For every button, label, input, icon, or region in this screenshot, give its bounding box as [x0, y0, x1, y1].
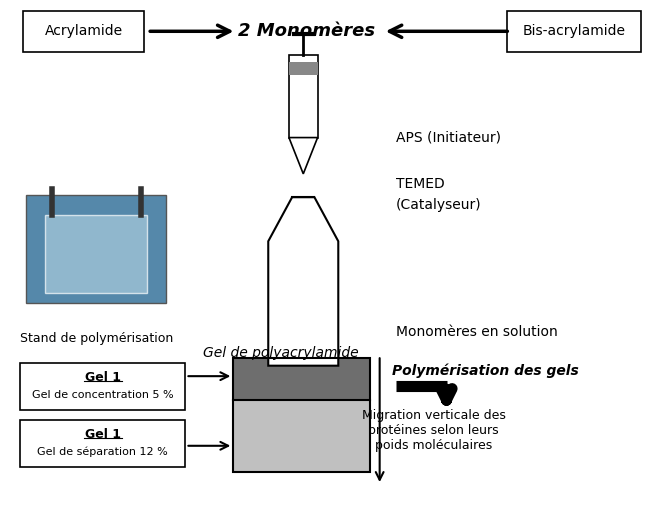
Text: 2 Monomères: 2 Monomères [238, 23, 375, 40]
Polygon shape [289, 138, 317, 174]
Bar [233, 400, 370, 472]
Polygon shape [268, 197, 338, 366]
Bar [20, 420, 185, 467]
Bar [233, 358, 370, 472]
Bar [26, 194, 167, 303]
Text: Monomères en solution: Monomères en solution [396, 325, 557, 339]
Bar [289, 62, 317, 75]
Text: Gel 1: Gel 1 [85, 370, 121, 384]
Text: Acrylamide: Acrylamide [44, 24, 123, 38]
Bar [289, 54, 317, 138]
Polygon shape [272, 332, 335, 363]
Text: Gel de concentration 5 %: Gel de concentration 5 % [32, 390, 174, 400]
FancyBboxPatch shape [507, 10, 641, 52]
Text: Gel de séparation 12 %: Gel de séparation 12 % [37, 446, 168, 457]
Text: Stand de polymérisation: Stand de polymérisation [20, 332, 173, 345]
Text: TEMED: TEMED [396, 177, 444, 191]
Bar [46, 215, 148, 293]
Text: APS (Initiateur): APS (Initiateur) [396, 130, 501, 145]
Text: Migration verticale des
protéines selon leurs
poids moléculaires: Migration verticale des protéines selon … [362, 409, 505, 452]
Text: Polymérisation des gels: Polymérisation des gels [392, 364, 579, 378]
Bar [20, 363, 185, 410]
Text: (Catalyseur): (Catalyseur) [396, 198, 481, 212]
Text: Bis-acrylamide: Bis-acrylamide [522, 24, 626, 38]
Text: Gel de polyacrylamide: Gel de polyacrylamide [203, 346, 358, 360]
FancyBboxPatch shape [23, 10, 144, 52]
Bar [233, 358, 370, 400]
Text: Gel 1: Gel 1 [85, 428, 121, 441]
